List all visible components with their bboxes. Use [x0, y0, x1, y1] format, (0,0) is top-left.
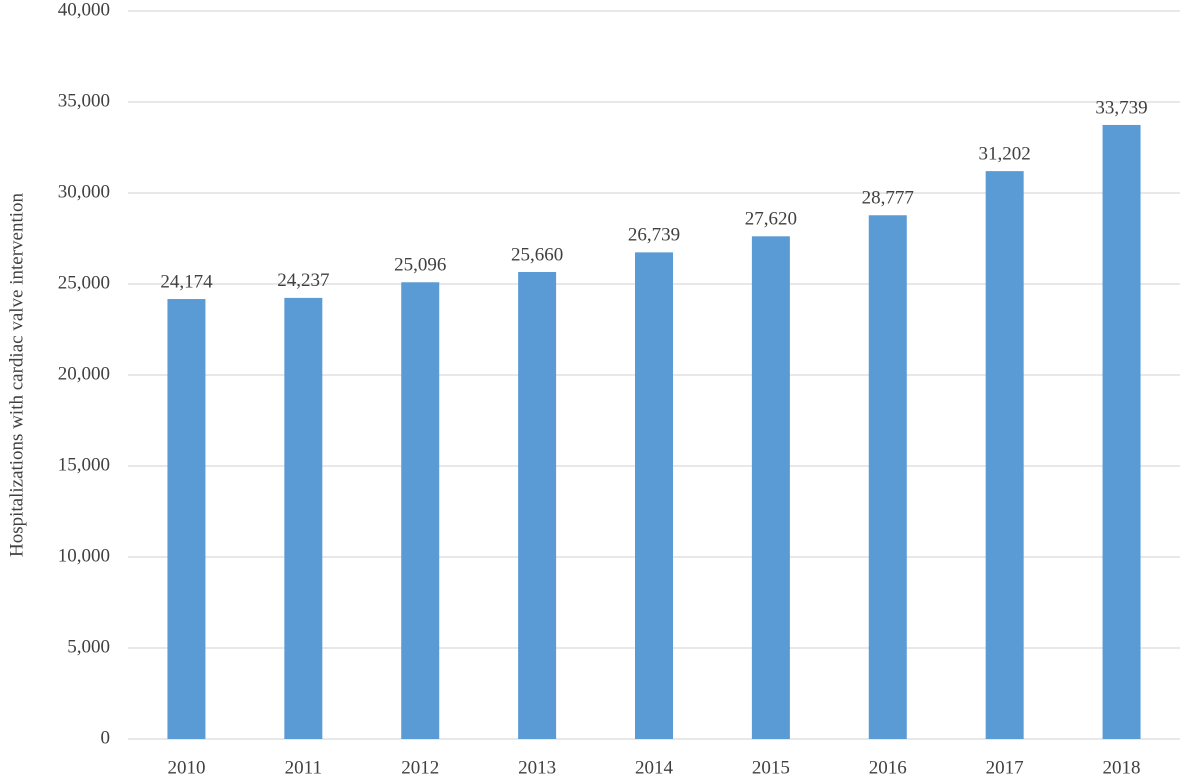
data-label: 31,202 [979, 143, 1031, 164]
x-tick-label: 2012 [401, 757, 439, 778]
data-label: 25,096 [394, 255, 446, 276]
x-tick-label: 2015 [752, 757, 790, 778]
x-tick-label: 2016 [869, 757, 907, 778]
bar [167, 299, 206, 739]
bar [985, 171, 1024, 739]
data-label: 28,777 [862, 188, 914, 209]
y-axis-title: Hospitalizations with cardiac valve inte… [6, 192, 27, 557]
data-label: 26,739 [628, 225, 680, 246]
y-tick-label: 40,000 [58, 0, 110, 20]
data-label: 24,237 [277, 270, 329, 291]
x-tick-label: 2010 [167, 757, 205, 778]
bar [518, 271, 557, 739]
y-tick-label: 20,000 [58, 363, 110, 384]
data-label: 25,660 [511, 244, 563, 265]
bar [635, 252, 673, 739]
y-tick-label: 0 [101, 727, 111, 748]
x-tick-label: 2014 [635, 757, 674, 778]
data-label: 33,739 [1095, 97, 1147, 118]
x-tick-label: 2013 [518, 757, 556, 778]
y-tick-label: 25,000 [58, 272, 110, 293]
y-tick-label: 5,000 [67, 636, 110, 657]
x-tick-label: 2011 [285, 757, 322, 778]
bar [401, 282, 440, 739]
y-tick-label: 10,000 [58, 545, 110, 566]
bar [1102, 124, 1141, 740]
data-label: 24,174 [160, 271, 213, 292]
y-tick-label: 15,000 [58, 454, 110, 475]
y-tick-label: 30,000 [58, 181, 110, 202]
x-tick-label: 2017 [986, 757, 1024, 778]
y-tick-label: 35,000 [58, 90, 110, 111]
x-tick-label: 2018 [1103, 757, 1141, 778]
bar [284, 297, 323, 739]
data-label: 27,620 [745, 209, 797, 230]
bar [751, 236, 790, 740]
bar [868, 215, 907, 739]
